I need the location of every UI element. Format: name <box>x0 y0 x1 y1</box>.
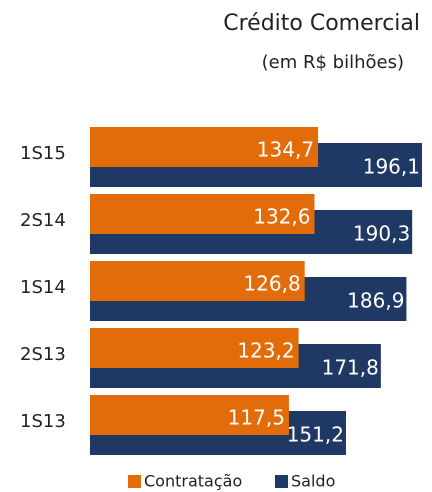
value-label: 132,6 <box>253 205 310 229</box>
category-label: 1S14 <box>20 277 66 298</box>
category-label: 2S13 <box>20 344 66 365</box>
value-label: 196,1 <box>363 155 420 179</box>
value-label: 123,2 <box>237 339 294 363</box>
legend-swatch <box>275 475 288 488</box>
value-label: 190,3 <box>353 222 410 246</box>
value-label: 186,9 <box>347 289 404 313</box>
bar <box>90 194 315 234</box>
value-label: 117,5 <box>228 406 285 430</box>
bar <box>90 261 305 301</box>
category-label: 2S14 <box>20 210 66 231</box>
category-label: 1S15 <box>20 143 66 164</box>
value-label: 151,2 <box>287 423 344 447</box>
value-label: 126,8 <box>243 272 300 296</box>
value-label: 134,7 <box>257 138 314 162</box>
value-label: 171,8 <box>322 356 379 380</box>
chart-subtitle: (em R$ bilhões) <box>262 52 404 73</box>
bar <box>90 328 299 368</box>
chart-title: Crédito Comercial <box>223 11 420 36</box>
legend-label: Contratação <box>144 472 242 491</box>
category-label: 1S13 <box>20 411 66 432</box>
legend-label: Saldo <box>291 472 335 491</box>
legend-swatch <box>128 475 141 488</box>
bar <box>90 127 319 167</box>
bar <box>90 395 289 435</box>
